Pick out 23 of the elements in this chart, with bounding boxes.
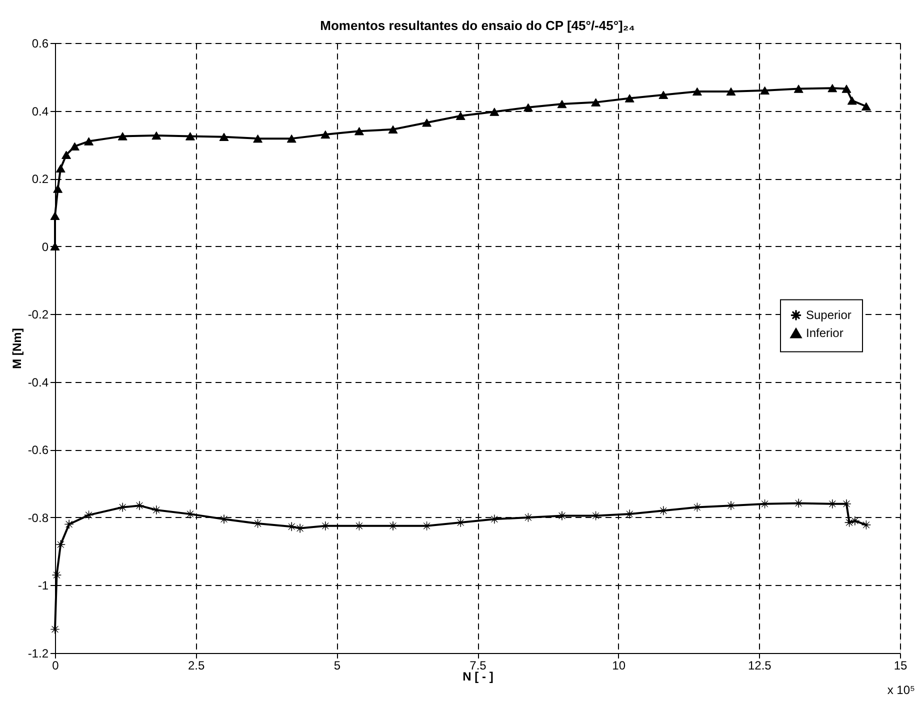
y-tick-label: -1.2 bbox=[28, 646, 49, 660]
y-tick-label: 0.2 bbox=[32, 172, 49, 186]
legend-label: Superior bbox=[806, 308, 852, 322]
chart-title: Momentos resultantes do ensaio do CP [45°/-45°]₂₄ bbox=[320, 18, 635, 33]
x-tick-label: 7.5 bbox=[470, 658, 487, 672]
y-tick-label: -0.6 bbox=[28, 443, 49, 458]
x-tick-label: 5 bbox=[334, 658, 341, 672]
y-tick-label: -1 bbox=[38, 578, 49, 593]
x-axis-title: N [ - ] bbox=[462, 670, 494, 684]
y-tick-label: 0.4 bbox=[32, 104, 49, 118]
x-tick-label: 12.5 bbox=[748, 658, 772, 672]
x-tick-label: 2.5 bbox=[188, 658, 205, 672]
legend-label: Inferior bbox=[806, 326, 844, 340]
y-tick-label: -0.8 bbox=[28, 510, 49, 525]
x-tick-label: 10 bbox=[612, 658, 626, 672]
y-tick-label: 0 bbox=[42, 240, 49, 254]
x-tick-label: 0 bbox=[52, 658, 60, 672]
y-tick-label: 0.6 bbox=[32, 36, 49, 50]
text: x 10⁵ bbox=[887, 683, 916, 697]
y-axis-title: M [Nm] bbox=[10, 328, 24, 369]
y-tick-label: -0.4 bbox=[28, 375, 49, 390]
x-tick-label: 15 bbox=[894, 658, 908, 672]
y-tick-label: -0.2 bbox=[28, 308, 49, 322]
